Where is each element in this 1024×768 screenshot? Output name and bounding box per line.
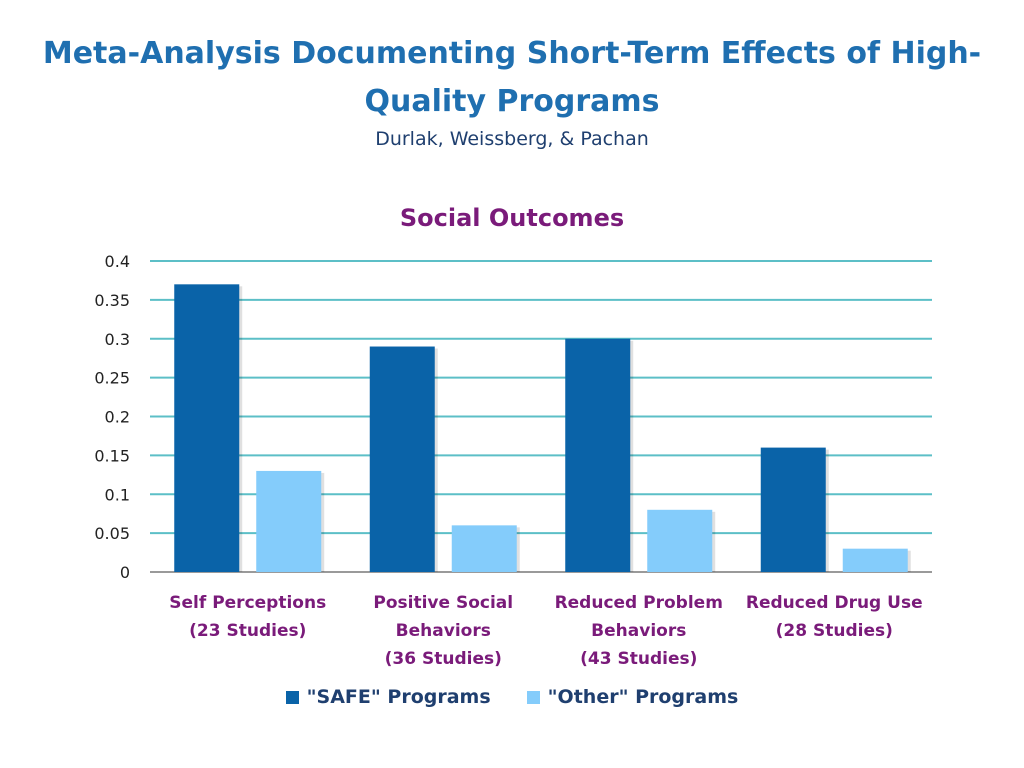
legend-label-other: "Other" Programs <box>547 686 739 708</box>
chart-title: Social Outcomes <box>400 204 624 232</box>
y-tick-label: 0.35 <box>94 291 130 310</box>
y-tick-label: 0.1 <box>105 485 130 504</box>
page-title-line2: Quality Programs <box>364 84 660 119</box>
page-title-line1: Meta-Analysis Documenting Short-Term Eff… <box>42 36 982 71</box>
legend-swatch-other <box>526 690 540 704</box>
bar-other <box>256 470 322 572</box>
bar-safe <box>174 284 240 572</box>
page-subtitle: Durlak, Weissberg, & Pachan <box>375 128 649 150</box>
page-title: Meta-Analysis Documenting Short-Term Eff… <box>0 30 1024 126</box>
x-category-label: Behaviors <box>396 621 491 641</box>
y-tick-label: 0.25 <box>94 369 130 388</box>
x-category-label: Reduced Problem <box>555 593 723 613</box>
bar-other <box>842 548 908 572</box>
bar-safe <box>369 346 435 572</box>
x-category-label: (28 Studies) <box>776 621 893 641</box>
y-tick-label: 0.4 <box>105 252 130 271</box>
chart-legend: "SAFE" Programs "Other" Programs <box>0 686 1024 708</box>
bar-other <box>451 525 517 572</box>
y-tick-label: 0.05 <box>94 524 130 543</box>
legend-label-safe: "SAFE" Programs <box>306 686 491 708</box>
legend-item-safe: "SAFE" Programs <box>285 686 491 708</box>
x-category-label: (43 Studies) <box>580 649 697 669</box>
x-category-label: Reduced Drug Use <box>746 593 923 613</box>
legend-swatch-safe <box>285 690 299 704</box>
x-category-label: (23 Studies) <box>189 621 306 641</box>
x-category-label: Positive Social <box>373 593 513 613</box>
legend-item-other: "Other" Programs <box>526 686 739 708</box>
y-tick-label: 0.2 <box>105 408 130 427</box>
bar-safe <box>760 447 826 572</box>
x-category-label: Behaviors <box>591 621 686 641</box>
y-tick-label: 0.3 <box>105 330 130 349</box>
y-tick-label: 0 <box>120 563 130 582</box>
y-tick-label: 0.15 <box>94 446 130 465</box>
bar-safe <box>565 338 631 572</box>
x-category-label: (36 Studies) <box>385 649 502 669</box>
x-category-label: Self Perceptions <box>169 593 326 613</box>
bar-other <box>647 509 713 572</box>
